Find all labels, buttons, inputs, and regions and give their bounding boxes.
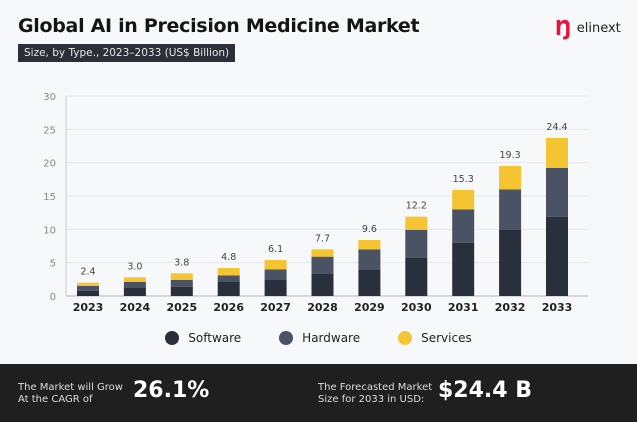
x-tick-label: 2023 (73, 301, 104, 314)
y-tick-label: 25 (43, 125, 56, 136)
x-tick-label: 2027 (260, 301, 291, 314)
total-label: 2.4 (80, 267, 95, 278)
y-tick-label: 0 (50, 292, 56, 303)
footer: The Market will Grow At the CAGR of 26.1… (0, 364, 637, 422)
legend-item: Software (165, 331, 241, 345)
bar-segment-services (77, 282, 99, 286)
x-tick-label: 2030 (401, 301, 432, 314)
chart-subtitle: Size, by Type., 2023–2033 (US$ Billion) (18, 44, 236, 62)
total-label: 24.4 (546, 122, 567, 133)
bar-segment-services (452, 190, 475, 210)
bar-segment-hardware (405, 230, 428, 258)
bar-segment-software (217, 282, 240, 296)
bar-segment-software (499, 230, 522, 296)
bar-segment-hardware (77, 286, 99, 291)
bar-segment-software (358, 269, 381, 296)
bar-segment-software (77, 290, 99, 296)
forecast-label: The Forecasted Market Size for 2033 in U… (318, 382, 433, 405)
stacked-bar-chart: 0510152025302.420233.020243.820254.82026… (43, 92, 588, 314)
legend-label: Services (421, 331, 472, 345)
total-label: 6.1 (268, 244, 283, 255)
legend-label: Software (188, 331, 242, 345)
y-tick-label: 15 (43, 192, 56, 203)
y-tick-label: 30 (43, 92, 56, 103)
bar-segment-services (264, 260, 287, 270)
legend: Software Hardware Services (0, 331, 637, 345)
x-tick-label: 2033 (542, 301, 573, 314)
x-tick-label: 2026 (213, 301, 244, 314)
logo-icon: Ŋ (555, 16, 572, 40)
total-label: 9.6 (362, 224, 377, 235)
bar-segment-software (123, 288, 146, 296)
bar-segment-services (499, 166, 522, 190)
total-label: 3.8 (174, 257, 189, 268)
legend-swatch (279, 331, 294, 345)
bar-segment-services (123, 277, 146, 282)
bar-segment-software (452, 242, 475, 296)
bar-segment-services (405, 216, 428, 230)
bar-segment-hardware (123, 282, 146, 288)
x-tick-label: 2029 (354, 301, 385, 314)
legend-label: Hardware (302, 331, 361, 345)
bar-segment-hardware (546, 168, 568, 217)
x-tick-label: 2024 (120, 301, 151, 314)
total-label: 3.0 (127, 261, 142, 272)
forecast-value: $24.4 B (438, 378, 533, 403)
bar-segment-hardware (452, 209, 475, 243)
bar-segment-services (311, 249, 334, 257)
x-tick-label: 2031 (448, 301, 479, 314)
bar-segment-software (264, 279, 287, 296)
bar-segment-hardware (170, 280, 193, 287)
bar-segment-hardware (217, 275, 240, 282)
bar-segment-hardware (358, 249, 381, 270)
legend-swatch (398, 331, 413, 345)
bar-segment-hardware (499, 189, 522, 230)
y-tick-label: 20 (43, 159, 56, 170)
y-tick-label: 5 (50, 259, 56, 270)
bar-segment-hardware (264, 269, 287, 280)
bar-segment-software (546, 216, 568, 296)
bar-segment-services (170, 273, 193, 280)
bar-segment-services (217, 268, 240, 276)
total-label: 4.8 (221, 252, 236, 263)
bar-segment-software (405, 258, 428, 296)
total-label: 15.3 (453, 174, 474, 185)
bar-segment-software (311, 274, 334, 296)
x-tick-label: 2028 (307, 301, 338, 314)
cagr-value: 26.1% (133, 378, 210, 403)
x-tick-label: 2032 (495, 301, 526, 314)
bar-segment-services (358, 240, 381, 250)
bar-segment-services (546, 138, 568, 168)
cagr-label: The Market will Grow At the CAGR of (18, 382, 123, 405)
total-label: 19.3 (500, 150, 521, 161)
bar-segment-software (170, 286, 193, 296)
legend-item: Services (398, 331, 472, 345)
legend-item: Hardware (279, 331, 360, 345)
total-label: 12.2 (406, 201, 427, 212)
total-label: 7.7 (315, 233, 330, 244)
x-tick-label: 2025 (166, 301, 197, 314)
legend-swatch (165, 331, 180, 345)
chart-title: Global AI in Precision Medicine Market (18, 15, 420, 37)
bar-segment-hardware (311, 256, 334, 274)
y-tick-label: 10 (43, 225, 56, 236)
logo-text: elinext (576, 20, 621, 36)
